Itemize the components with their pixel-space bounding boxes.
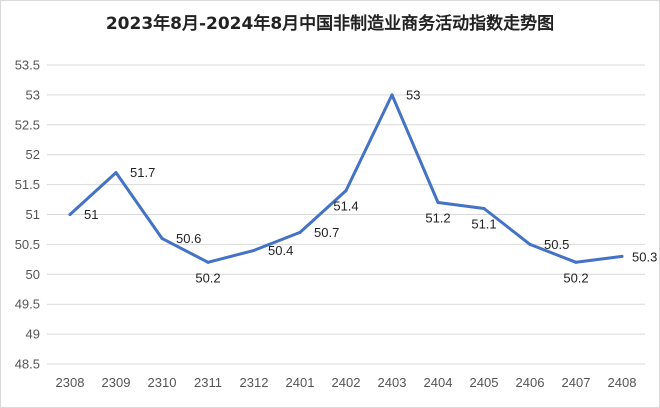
x-tick-label: 2407 [562,375,591,390]
y-tick-label: 52 [26,147,40,162]
x-tick-label: 2404 [424,375,453,390]
data-point [482,207,486,211]
data-point [390,93,394,97]
data-label: 50.3 [632,249,657,264]
data-label: 50.5 [544,237,569,252]
data-label: 51.1 [471,217,496,232]
y-tick-label: 51 [26,207,40,222]
data-point [206,260,210,264]
data-label: 51.7 [130,165,155,180]
data-label: 51.4 [333,199,358,214]
x-tick-label: 2405 [470,375,499,390]
x-tick-label: 2403 [378,375,407,390]
data-label: 50.2 [195,270,220,285]
data-label: 50.7 [314,225,339,240]
y-tick-label: 52.5 [15,117,40,132]
y-tick-label: 49.5 [15,297,40,312]
data-point [252,248,256,252]
x-tick-label: 2311 [194,375,222,390]
chart-title: 2023年8月-2024年8月中国非制造业商务活动指数走势图 [105,14,555,34]
data-label: 50.6 [176,231,201,246]
data-point [344,189,348,193]
y-tick-label: 49 [26,327,40,342]
x-tick-label: 2406 [516,375,545,390]
x-tick-label: 2309 [102,375,131,390]
data-label: 50.2 [563,270,588,285]
data-point [160,236,164,240]
x-tick-label: 2312 [240,375,269,390]
x-tick-label: 2408 [608,375,637,390]
data-point [68,213,72,216]
y-tick-label: 53.5 [15,58,40,73]
data-label: 51 [84,207,98,222]
y-tick-label: 50.5 [15,237,40,252]
y-tick-label: 51.5 [15,177,40,192]
data-label: 50.4 [268,243,293,258]
y-tick-label: 48.5 [15,357,40,372]
x-tick-label: 2308 [56,375,85,390]
data-point [620,254,624,258]
data-point [298,230,302,234]
data-point [114,171,118,175]
x-tick-label: 2402 [332,375,361,390]
x-tick-label: 2310 [148,375,177,390]
data-point [528,242,532,246]
y-tick-label: 50 [26,267,40,282]
x-tick-label: 2401 [286,375,315,390]
data-point [574,260,578,264]
data-label: 53 [406,87,420,102]
data-point [436,201,440,205]
data-label: 51.2 [425,211,450,226]
y-tick-label: 53 [26,87,40,102]
